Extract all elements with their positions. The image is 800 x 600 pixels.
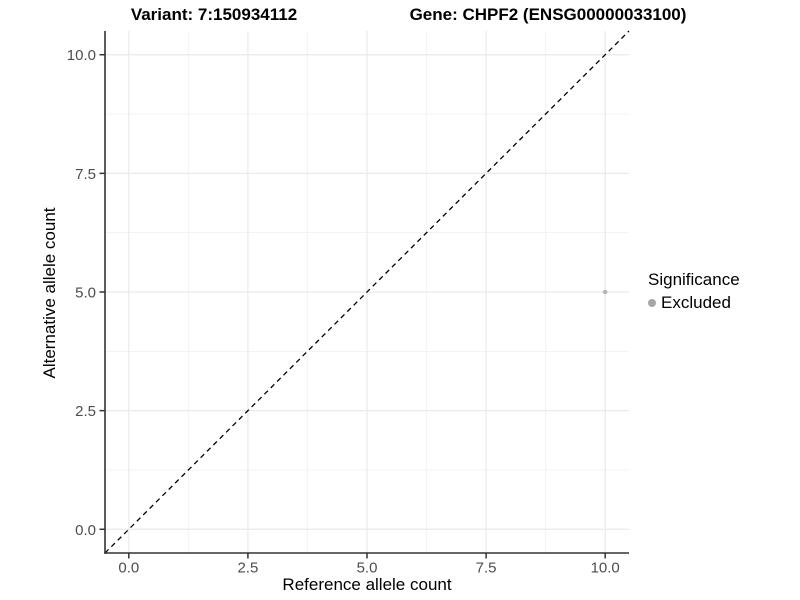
legend-item-label: Excluded xyxy=(661,293,731,312)
y-tick-label: 7.5 xyxy=(75,166,96,183)
x-axis-title: Reference allele count xyxy=(282,575,452,594)
x-tick-label: 2.5 xyxy=(237,560,258,577)
data-point xyxy=(602,289,608,295)
legend-title: Significance xyxy=(648,270,740,289)
legend-item-excluded: Excluded xyxy=(648,293,740,313)
x-tick-label: 7.5 xyxy=(476,560,497,577)
y-tick-label: 2.5 xyxy=(75,403,96,420)
y-axis-title: Alternative allele count xyxy=(40,207,59,379)
excluded-point-icon xyxy=(648,299,656,307)
plot-title-gene: Gene: CHPF2 (ENSG00000033100) xyxy=(409,5,687,24)
x-tick-label: 0.0 xyxy=(118,560,139,577)
legend: Significance Excluded xyxy=(648,270,740,313)
y-tick-label: 0.0 xyxy=(75,522,96,539)
plot-title-variant: Variant: 7:150934112 xyxy=(130,5,298,24)
y-tick-label: 10.0 xyxy=(67,47,96,64)
x-tick-label: 10.0 xyxy=(591,560,620,577)
identity-line xyxy=(104,30,630,554)
x-tick-label: 5.0 xyxy=(357,560,378,577)
y-tick-label: 5.0 xyxy=(75,285,96,302)
